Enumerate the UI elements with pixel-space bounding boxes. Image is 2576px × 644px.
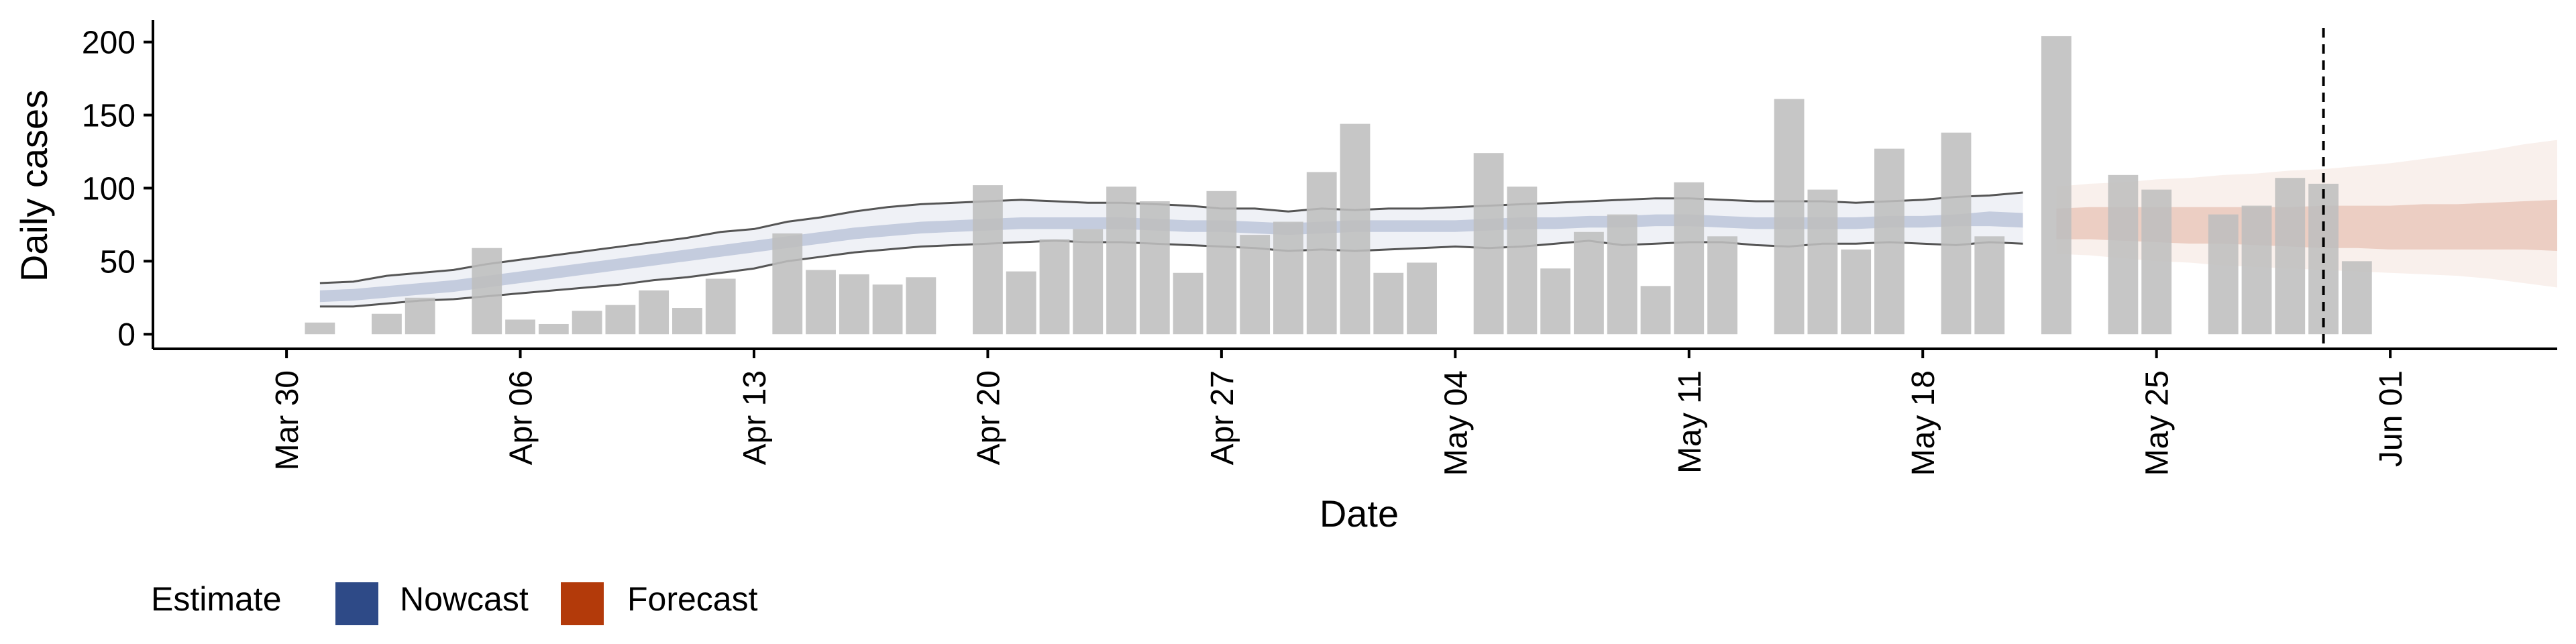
bar bbox=[973, 185, 1003, 335]
bar bbox=[1173, 272, 1203, 335]
x-tick-label: May 04 bbox=[1438, 370, 1474, 476]
bar bbox=[2275, 178, 2306, 335]
forecast-inner-band bbox=[2056, 199, 2557, 252]
bar bbox=[705, 278, 736, 335]
bar bbox=[1073, 229, 1104, 335]
band-layer bbox=[319, 140, 2557, 308]
y-axis-title: Daily cases bbox=[13, 90, 55, 282]
x-tick-label: May 25 bbox=[2140, 370, 2176, 476]
bar bbox=[1106, 186, 1136, 335]
x-tick-label: Apr 20 bbox=[971, 370, 1006, 465]
bar bbox=[305, 322, 335, 335]
bar bbox=[1640, 286, 1671, 335]
bar bbox=[1507, 186, 1538, 335]
bar bbox=[2341, 261, 2372, 335]
x-tick-label: Apr 27 bbox=[1205, 370, 1240, 465]
y-tick-label: 200 bbox=[82, 25, 136, 61]
nowcast-lower-line bbox=[319, 239, 2023, 308]
bar bbox=[806, 270, 836, 335]
y-tick-label: 150 bbox=[82, 99, 136, 134]
bar bbox=[1206, 191, 1237, 335]
bar-layer bbox=[305, 36, 2372, 335]
bar bbox=[639, 290, 669, 335]
bar bbox=[1974, 236, 2005, 335]
bar bbox=[672, 308, 702, 335]
bar bbox=[1774, 99, 1805, 335]
bar bbox=[906, 277, 936, 335]
bar bbox=[1607, 214, 1638, 335]
nowcast-outer-band bbox=[319, 192, 2023, 307]
bar bbox=[1306, 172, 1337, 335]
y-tick-label: 0 bbox=[117, 317, 136, 353]
x-tick-label: Apr 13 bbox=[737, 370, 773, 465]
bar bbox=[2108, 174, 2139, 335]
bar bbox=[605, 305, 636, 335]
bar bbox=[372, 313, 402, 335]
bar bbox=[1807, 189, 1838, 335]
bar bbox=[1039, 239, 1070, 335]
bar bbox=[1540, 268, 1571, 335]
bar bbox=[2241, 205, 2272, 335]
bar bbox=[2208, 214, 2239, 335]
bar bbox=[1240, 235, 1271, 335]
x-axis-title: Date bbox=[1320, 492, 1399, 535]
bar bbox=[1841, 249, 1872, 335]
bar bbox=[505, 319, 535, 335]
bar bbox=[2041, 36, 2072, 335]
bar bbox=[1373, 272, 1404, 335]
bar bbox=[538, 323, 569, 335]
bar bbox=[1407, 262, 1437, 335]
x-tick-label: Jun 01 bbox=[2373, 370, 2409, 467]
nowcast-upper-line bbox=[319, 191, 2023, 284]
bar bbox=[2141, 189, 2172, 335]
bar bbox=[1340, 123, 1371, 335]
bar bbox=[1941, 132, 1972, 335]
nowcast-inner-band bbox=[319, 211, 2023, 303]
bar bbox=[1006, 271, 1036, 335]
forecast-outer-band bbox=[2056, 140, 2557, 288]
y-tick-label: 100 bbox=[82, 171, 136, 207]
bar bbox=[1273, 221, 1303, 335]
legend-label-nowcast: Nowcast bbox=[400, 580, 529, 618]
legend-label-forecast: Forecast bbox=[627, 580, 758, 618]
x-tick-label: Apr 06 bbox=[504, 370, 539, 465]
bar bbox=[772, 233, 803, 335]
bar bbox=[839, 274, 869, 335]
bar bbox=[572, 311, 602, 335]
bar bbox=[1874, 148, 1904, 335]
bar bbox=[1139, 201, 1170, 335]
legend: Estimate Nowcast Forecast bbox=[151, 580, 758, 625]
bar bbox=[472, 248, 502, 335]
legend-title: Estimate bbox=[151, 580, 282, 618]
bar bbox=[1707, 236, 1737, 335]
y-tick-label: 50 bbox=[100, 244, 136, 280]
x-tick-label: Mar 30 bbox=[270, 370, 305, 470]
legend-swatch-nowcast bbox=[335, 582, 378, 625]
bar bbox=[872, 284, 903, 335]
bar bbox=[1574, 231, 1604, 335]
bar bbox=[1473, 153, 1504, 335]
bar bbox=[1674, 182, 1705, 335]
axes: 0 50 100 150 200 Mar 30 Apr 06 Apr 13 Apr 20 Apr … bbox=[82, 20, 2557, 476]
bar bbox=[405, 297, 435, 335]
x-tick-label: May 18 bbox=[1906, 370, 1941, 476]
x-tick-label: May 11 bbox=[1672, 370, 1708, 474]
legend-swatch-forecast bbox=[561, 582, 604, 625]
